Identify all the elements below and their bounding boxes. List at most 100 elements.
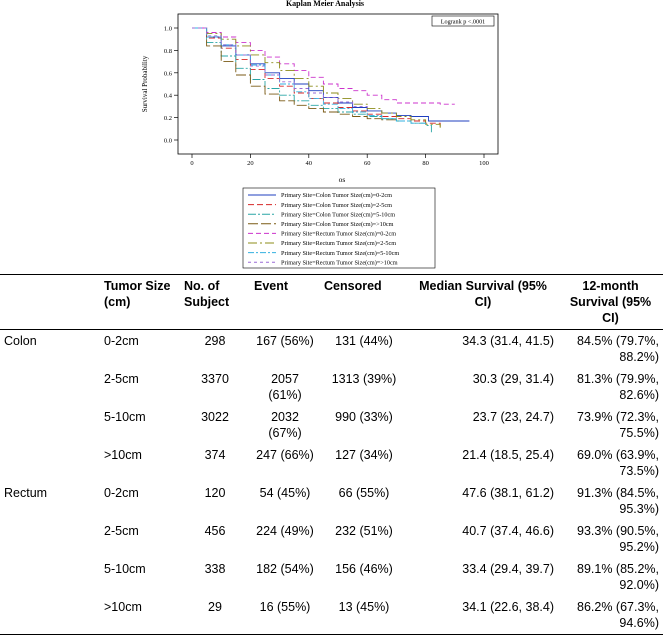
site-cell — [0, 368, 100, 406]
site-cell: Rectum — [4, 486, 48, 500]
subjects-cell: 456 — [204, 524, 226, 538]
table-row: 2-5cm 456 224 (49%) 232 (51%) 40.7 (37.4, 46… — [0, 520, 663, 558]
twelve-month-survival-cell: 81.3% (79.9%, 82.6%) — [577, 372, 659, 402]
x-tick-label: 100 — [479, 160, 489, 167]
subjects-cell: 120 — [204, 486, 226, 500]
censored-cell: 990 (33%) — [335, 410, 393, 424]
x-tick-label: 60 — [364, 160, 371, 167]
legend-entry: Primary Site=Colon Tumor Size(cm)=0-2cm — [281, 192, 392, 199]
x-axis: 0 20 40 60 80 100 — [190, 154, 489, 167]
col-header-median-survival: Median Survival (95% CI) — [419, 279, 547, 309]
table-row: 5-10cm 338 182 (54%) 156 (46%) 33.4 (29.4, 3… — [0, 558, 663, 596]
legend-entry: Primary Site=Colon Tumor Size(cm)=5-10cm — [281, 211, 395, 218]
plot-frame — [177, 13, 499, 155]
y-tick-label: 1.0 — [164, 26, 172, 33]
median-survival-cell: 30.3 (29, 31.4) — [472, 372, 554, 386]
site-cell — [0, 406, 100, 444]
tumor-size-cell: 0-2cm — [104, 334, 139, 348]
censored-cell: 1313 (39%) — [331, 372, 397, 386]
tumor-size-cell: 5-10cm — [104, 410, 146, 424]
median-survival-cell: 34.3 (31.4, 41.5) — [462, 334, 554, 348]
twelve-month-survival-cell: 84.5% (79.7%, 88.2%) — [577, 334, 659, 364]
y-tick-label: 0.2 — [164, 115, 172, 122]
y-tick-label: 0.8 — [164, 48, 172, 55]
table-row: 5-10cm 3022 2032 (67%) 990 (33%) 23.7 (23, 2… — [0, 406, 663, 444]
event-cell: 16 (55%) — [259, 600, 311, 614]
x-tick-label: 80 — [422, 160, 429, 167]
tumor-size-cell: 5-10cm — [104, 562, 146, 576]
twelve-month-survival-cell: 69.0% (63.9%, 73.5%) — [577, 448, 659, 478]
y-tick-label: 0.4 — [164, 93, 173, 100]
y-tick-label: 0.0 — [164, 138, 172, 145]
logrank-annotation: Logrank p <.0001 — [441, 19, 486, 26]
site-cell: Colon — [4, 334, 37, 348]
km-curve-6 — [192, 27, 441, 128]
event-cell: 54 (45%) — [259, 486, 311, 500]
legend-entry: Primary Site=Rectum Tumor Size(cm)=0-2cm — [281, 231, 396, 238]
table-row: Colon 0-2cm 298 167 (56%) 131 (44%) 34.3 (31.… — [0, 330, 663, 369]
site-cell — [0, 444, 100, 482]
subjects-cell: 29 — [208, 600, 222, 614]
censored-cell: 232 (51%) — [335, 524, 393, 538]
subjects-cell: 298 — [204, 334, 226, 348]
median-survival-cell: 47.6 (38.1, 61.2) — [462, 486, 554, 500]
event-cell: 224 (49%) — [256, 524, 314, 538]
col-header-12-month-survival: 12-month Survival (95% CI) — [569, 279, 652, 325]
censored-cell: 131 (44%) — [335, 334, 393, 348]
subjects-cell: 338 — [204, 562, 226, 576]
twelve-month-survival-cell: 89.1% (85.2%, 92.0%) — [577, 562, 659, 592]
tumor-size-cell: >10cm — [104, 448, 142, 462]
col-header-tumor-size: Tumor Size (cm) — [104, 279, 171, 309]
legend-entry: Primary Site=Rectum Tumor Size(cm)=2-5cm — [281, 240, 396, 247]
survival-curves — [192, 27, 470, 133]
event-cell: 182 (54%) — [256, 562, 314, 576]
median-survival-cell: 23.7 (23, 24.7) — [472, 410, 554, 424]
tumor-size-cell: >10cm — [104, 600, 142, 614]
table-row: >10cm 29 16 (55%) 13 (45%) 34.1 (22.6, 38.4)… — [0, 596, 663, 635]
table-row: Rectum 0-2cm 120 54 (45%) 66 (55%) 47.6 (38.1… — [0, 482, 663, 520]
censored-cell: 66 (55%) — [338, 486, 390, 500]
table-body: Colon 0-2cm 298 167 (56%) 131 (44%) 34.3 (31.… — [0, 330, 663, 635]
logrank-box — [431, 15, 495, 27]
twelve-month-survival-cell: 73.9% (72.3%, 75.5%) — [577, 410, 659, 440]
col-header-subjects: No. of Subject — [184, 279, 230, 309]
legend-entry: Primary Site=Rectum Tumor Size(cm)=5-10c… — [281, 250, 399, 257]
col-header-site — [0, 275, 100, 330]
subjects-cell: 374 — [204, 448, 226, 462]
event-cell: 247 (66%) — [256, 448, 314, 462]
twelve-month-survival-cell: 91.3% (84.5%, 95.3%) — [577, 486, 659, 516]
km-curve-2 — [192, 27, 441, 127]
y-tick-label: 0.6 — [164, 70, 173, 77]
subjects-cell: 3022 — [201, 410, 229, 424]
subjects-cell: 3370 — [201, 372, 229, 386]
kaplan-meier-chart: Kaplan Meier Analysis 0.0 0.2 0.4 0.6 0.8 1.0… — [141, 0, 499, 269]
legend: Primary Site=Colon Tumor Size(cm)=0-2cm P… — [248, 192, 399, 266]
km-curve-7 — [192, 27, 427, 125]
censored-cell: 127 (34%) — [335, 448, 393, 462]
event-cell: 2032 (67%) — [268, 410, 302, 440]
event-cell: 167 (56%) — [256, 334, 314, 348]
tumor-size-cell: 2-5cm — [104, 372, 139, 386]
censored-cell: 13 (45%) — [338, 600, 390, 614]
y-axis-label: Survival Probability — [141, 55, 149, 112]
survival-summary-table: Tumor Size (cm) No. of Subject Event Cen… — [0, 274, 663, 635]
chart-title: Kaplan Meier Analysis — [286, 0, 364, 8]
table-row: 2-5cm 3370 2057 (61%) 1313 (39%) 30.3 (29, 3… — [0, 368, 663, 406]
x-axis-label: os — [339, 175, 346, 184]
col-header-censored: Censored — [324, 279, 382, 293]
twelve-month-survival-cell: 86.2% (67.3%, 94.6%) — [577, 600, 659, 630]
col-header-event: Event — [254, 279, 289, 293]
km-curve-4 — [192, 27, 397, 121]
twelve-month-survival-cell: 93.3% (90.5%, 95.2%) — [577, 524, 659, 554]
site-cell — [0, 596, 100, 635]
median-survival-cell: 40.7 (37.4, 46.6) — [462, 524, 554, 538]
legend-entry: Primary Site=Colon Tumor Size(cm)=>10cm — [281, 221, 394, 228]
median-survival-cell: 21.4 (18.5, 25.4) — [462, 448, 554, 462]
median-survival-cell: 34.1 (22.6, 38.4) — [462, 600, 554, 614]
event-cell: 2057 (61%) — [268, 372, 302, 402]
table-header-row: Tumor Size (cm) No. of Subject Event Cen… — [0, 274, 663, 330]
site-cell — [0, 558, 100, 596]
table-row: >10cm 374 247 (66%) 127 (34%) 21.4 (18.5, 25… — [0, 444, 663, 482]
x-tick-label: 40 — [306, 160, 313, 167]
legend-box — [242, 187, 436, 269]
